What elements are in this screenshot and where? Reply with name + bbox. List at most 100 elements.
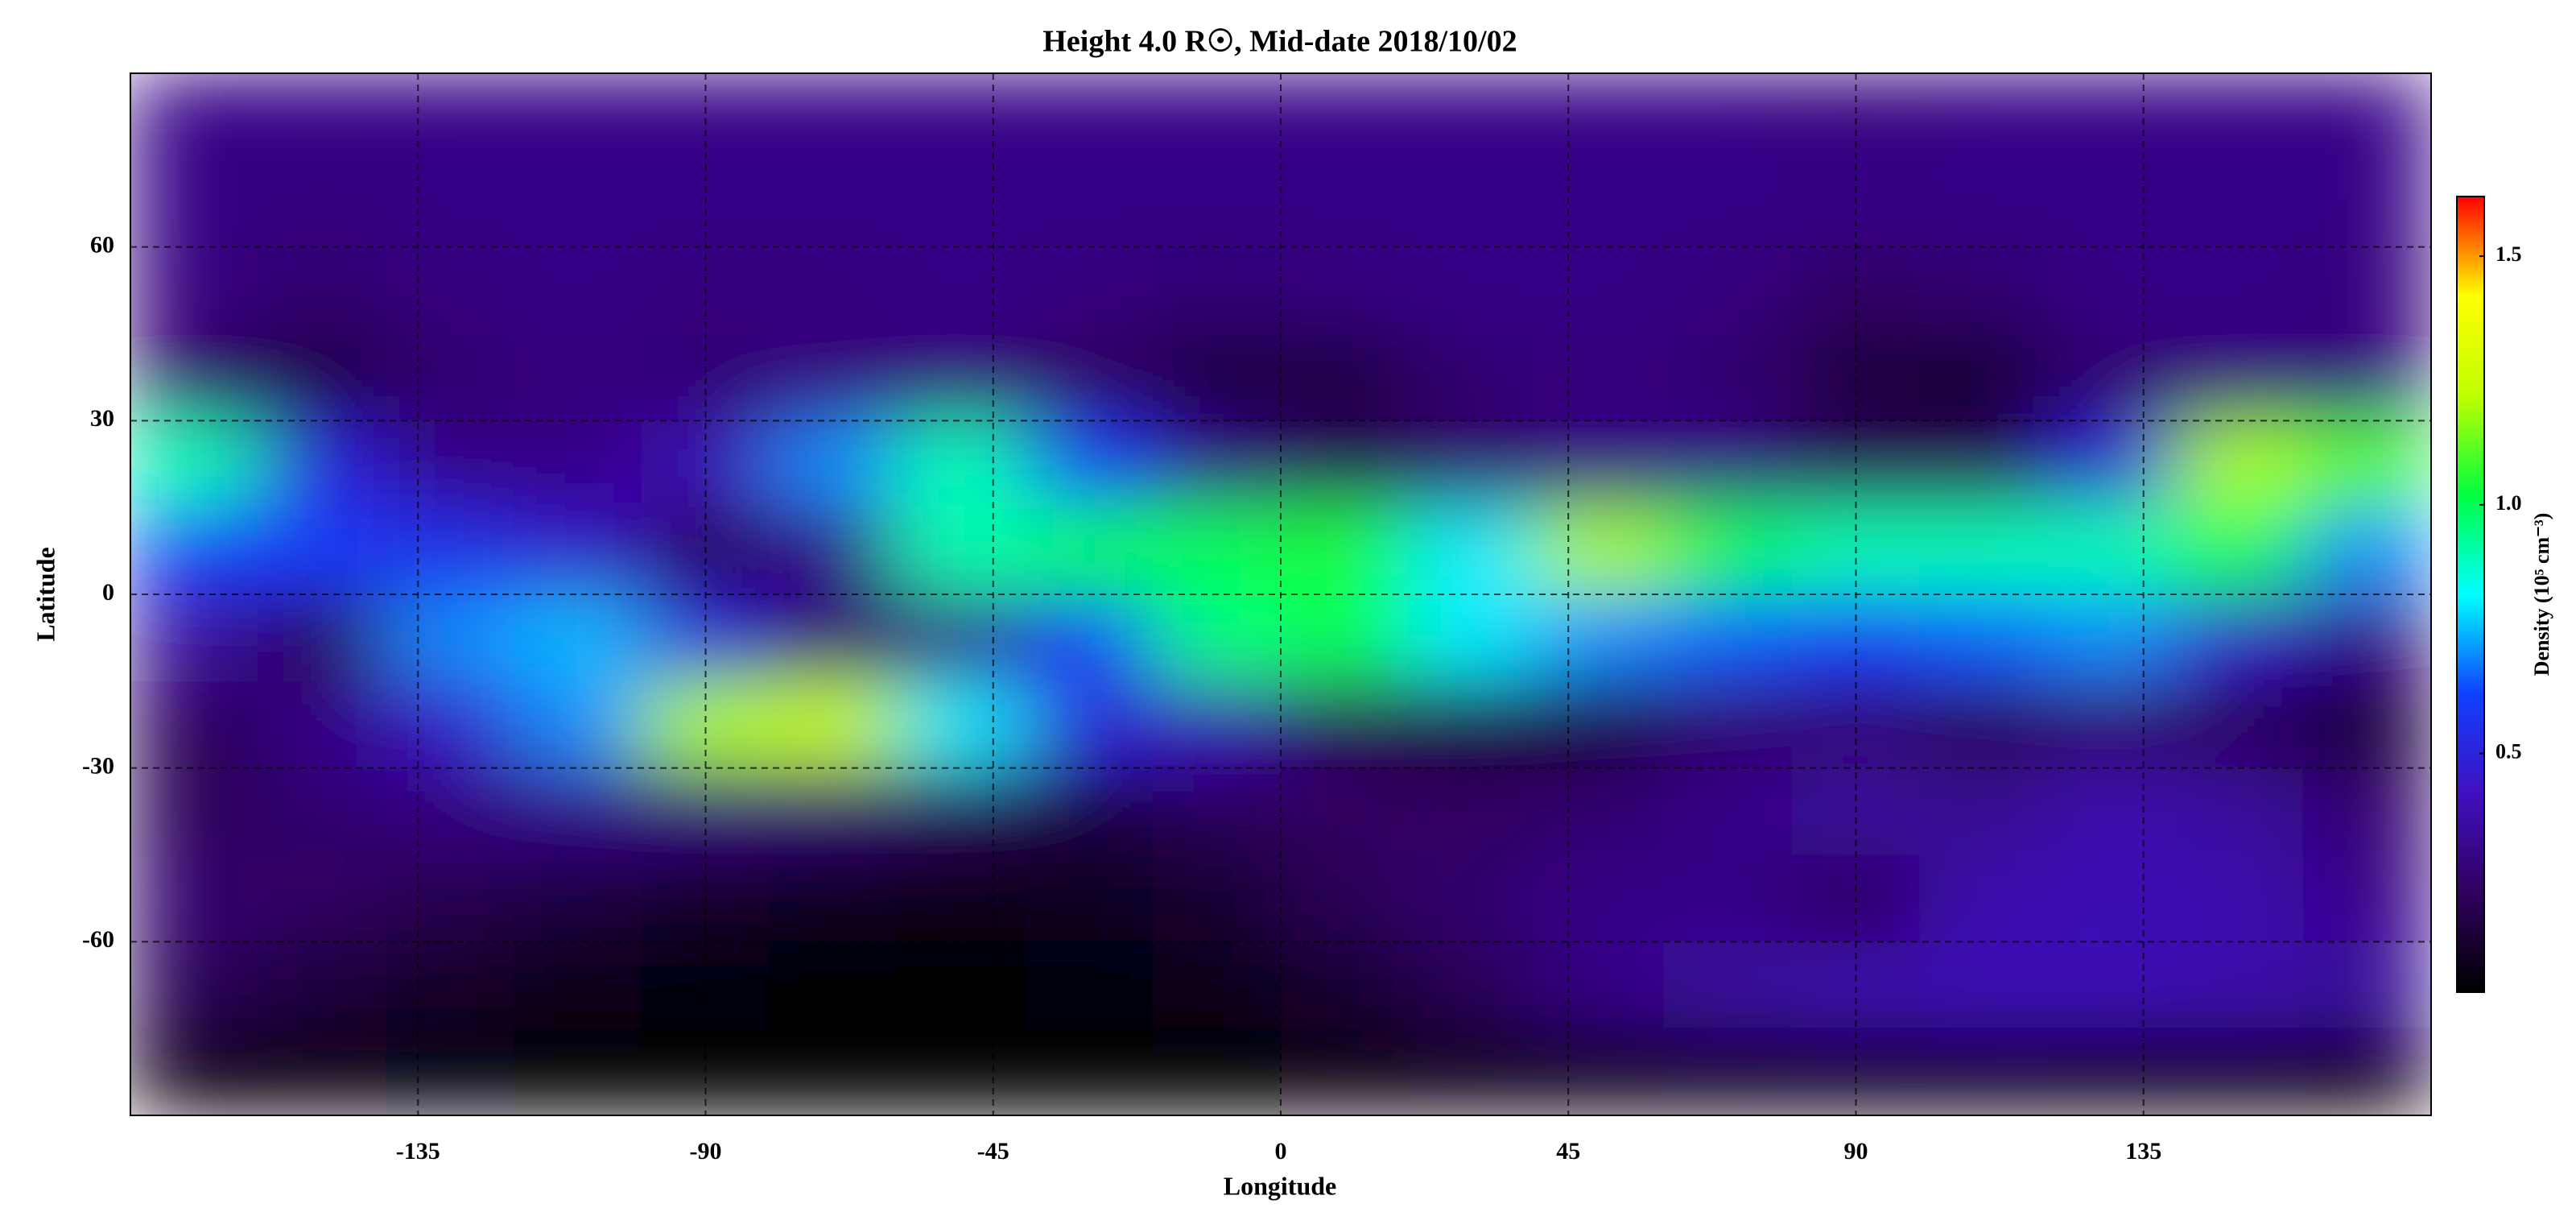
heat-cell [769,333,898,421]
heat-cell [1280,246,1410,334]
heat-cell [1919,507,2049,595]
heat-cell [2174,681,2304,769]
heat-cell [897,333,1026,421]
heat-cell [2174,1028,2304,1115]
x-tick-label: -90 [690,1138,722,1165]
heat-cell [1536,507,1665,595]
heat-cell [513,941,642,1029]
heat-cell [1408,159,1538,248]
heat-cell [258,1028,387,1115]
heat-cell [1919,854,2049,942]
heat-cell [1024,941,1154,1029]
heat-cell [1280,73,1410,161]
heat-cell [1663,1028,1793,1115]
heat-cell [897,420,1026,508]
heat-cell [258,681,387,769]
heat-cell [386,854,514,942]
heat-cell [130,767,259,855]
heat-cell [769,1028,898,1115]
heat-cell [1152,507,1282,595]
x-tick-label: 135 [2125,1138,2161,1165]
heat-cell [1152,941,1282,1029]
colorbar-tick-label: 1.0 [2496,491,2522,515]
heat-cell [1663,681,1793,769]
heat-cell [386,507,514,595]
heat-cell [1152,246,1282,334]
heat-cell [2302,159,2431,248]
heat-cell [1024,73,1154,161]
heat-cell [1536,159,1665,248]
heat-cell [130,594,259,682]
heat-cell [1152,159,1282,248]
heat-cell [2174,941,2304,1029]
x-tick-label: -45 [977,1138,1009,1165]
heat-cell [258,854,387,942]
heat-cell [1663,333,1793,421]
heat-cell [2174,73,2304,161]
heat-cell [1919,1028,2049,1115]
x-tick-label: 0 [1275,1138,1287,1165]
heat-cell [2047,854,2176,942]
heat-cell [1152,1028,1282,1115]
heat-cell [769,854,898,942]
heat-cell [897,854,1026,942]
heat-cell [1663,767,1793,855]
heat-cell [1152,333,1282,421]
heat-cell [513,681,642,769]
heat-cell [1024,507,1154,595]
heat-cell [1536,420,1665,508]
heat-cell [2047,594,2176,682]
heat-cell [1536,333,1665,421]
heat-cell [897,594,1026,682]
heat-cell [769,159,898,248]
colorbar-tick-label: 0.5 [2496,740,2522,763]
heat-cell [769,246,898,334]
axes: -135 -90 -45 0 45 90 135 -60 -30 0 30 60 [82,73,2431,1165]
heat-cell [2174,507,2304,595]
heat-cell [1280,854,1410,942]
heat-cell [130,507,259,595]
heat-cell [1919,681,2049,769]
heat-cell [1919,73,2049,161]
heat-cell [130,941,259,1029]
heat-cell [1536,73,1665,161]
heat-cell [1024,333,1154,421]
heat-cell [1280,1028,1410,1115]
heat-cell [258,941,387,1029]
heat-cell [386,420,514,508]
heat-cell [897,681,1026,769]
heat-cell [1152,73,1282,161]
heat-cell [130,159,259,248]
heat-cell [2047,333,2176,421]
x-axis-label: Longitude [1224,1171,1336,1200]
heat-cell [130,420,259,508]
heat-cell [769,594,898,682]
chart-title: Height 4.0 R☉, Mid-date 2018/10/02 [1042,25,1517,59]
heat-cell [1919,767,2049,855]
heat-cell [130,681,259,769]
heat-cell [513,420,642,508]
heat-cell [2302,420,2431,508]
heat-cell [1280,333,1410,421]
heat-cell [1024,854,1154,942]
heat-cell [1280,941,1410,1029]
heat-cell [2174,246,2304,334]
heat-cell [386,767,514,855]
heat-cell [513,854,642,942]
heat-cell [386,681,514,769]
heat-cell [2047,73,2176,161]
heat-cell [2047,941,2176,1029]
heat-cell [2302,854,2431,942]
heat-cell [386,941,514,1029]
heat-cell [1919,941,2049,1029]
heat-cell [2047,681,2176,769]
heat-cell [1152,594,1282,682]
y-axis-label: Latitude [31,547,60,641]
heat-cell [2302,507,2431,595]
heat-cell [769,941,898,1029]
heat-cell [897,767,1026,855]
heat-cell [2047,246,2176,334]
heat-cell [1663,507,1793,595]
heat-cell [1280,767,1410,855]
heat-cell [1536,681,1665,769]
